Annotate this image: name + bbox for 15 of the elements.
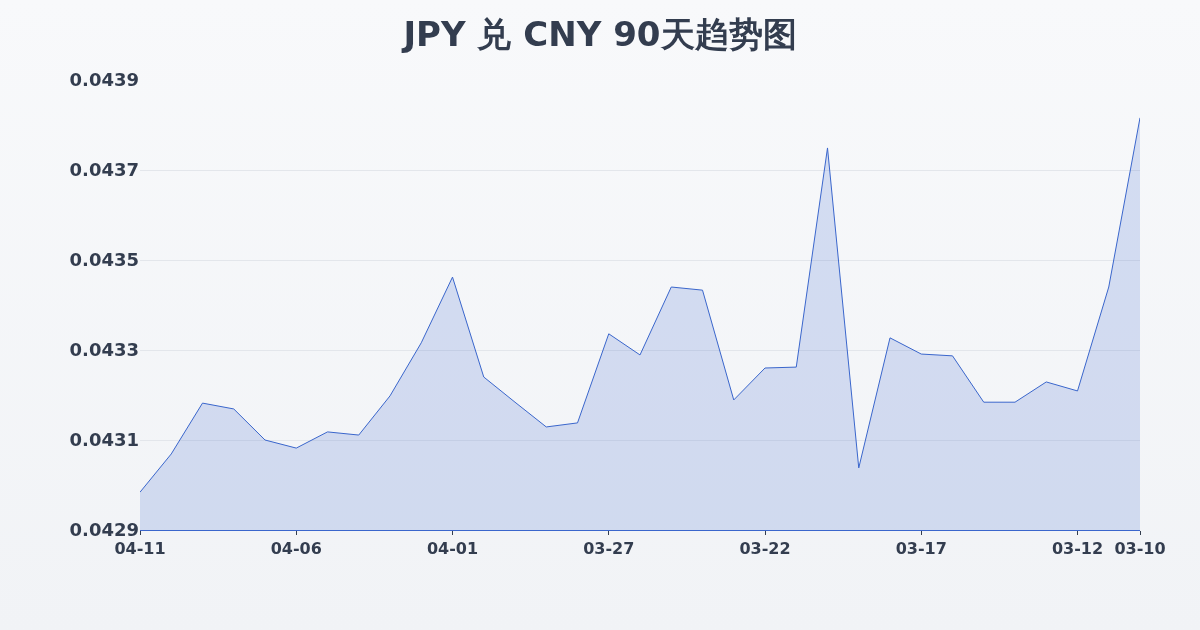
y-tick-label: 0.0437	[69, 159, 139, 181]
chart-title: JPY 兑 CNY 90天趋势图	[401, 13, 797, 54]
y-tick-label: 0.0439	[69, 69, 139, 91]
x-tick-label: 03-22	[739, 539, 791, 559]
x-tick-label: 04-06	[270, 539, 322, 559]
x-tick-label: 03-27	[583, 539, 635, 559]
y-tick-label: 0.0433	[69, 339, 139, 361]
x-tick-label: 04-11	[114, 539, 166, 559]
y-tick-label: 0.0431	[69, 429, 139, 451]
x-tick-label: 03-10	[1114, 539, 1166, 559]
y-tick-label: 0.0435	[69, 249, 139, 271]
x-tick-label: 04-01	[426, 539, 479, 559]
x-tick-label: 03-17	[895, 539, 947, 559]
y-tick-label: 0.0429	[69, 519, 139, 541]
x-tick-label: 03-12	[1051, 539, 1104, 559]
